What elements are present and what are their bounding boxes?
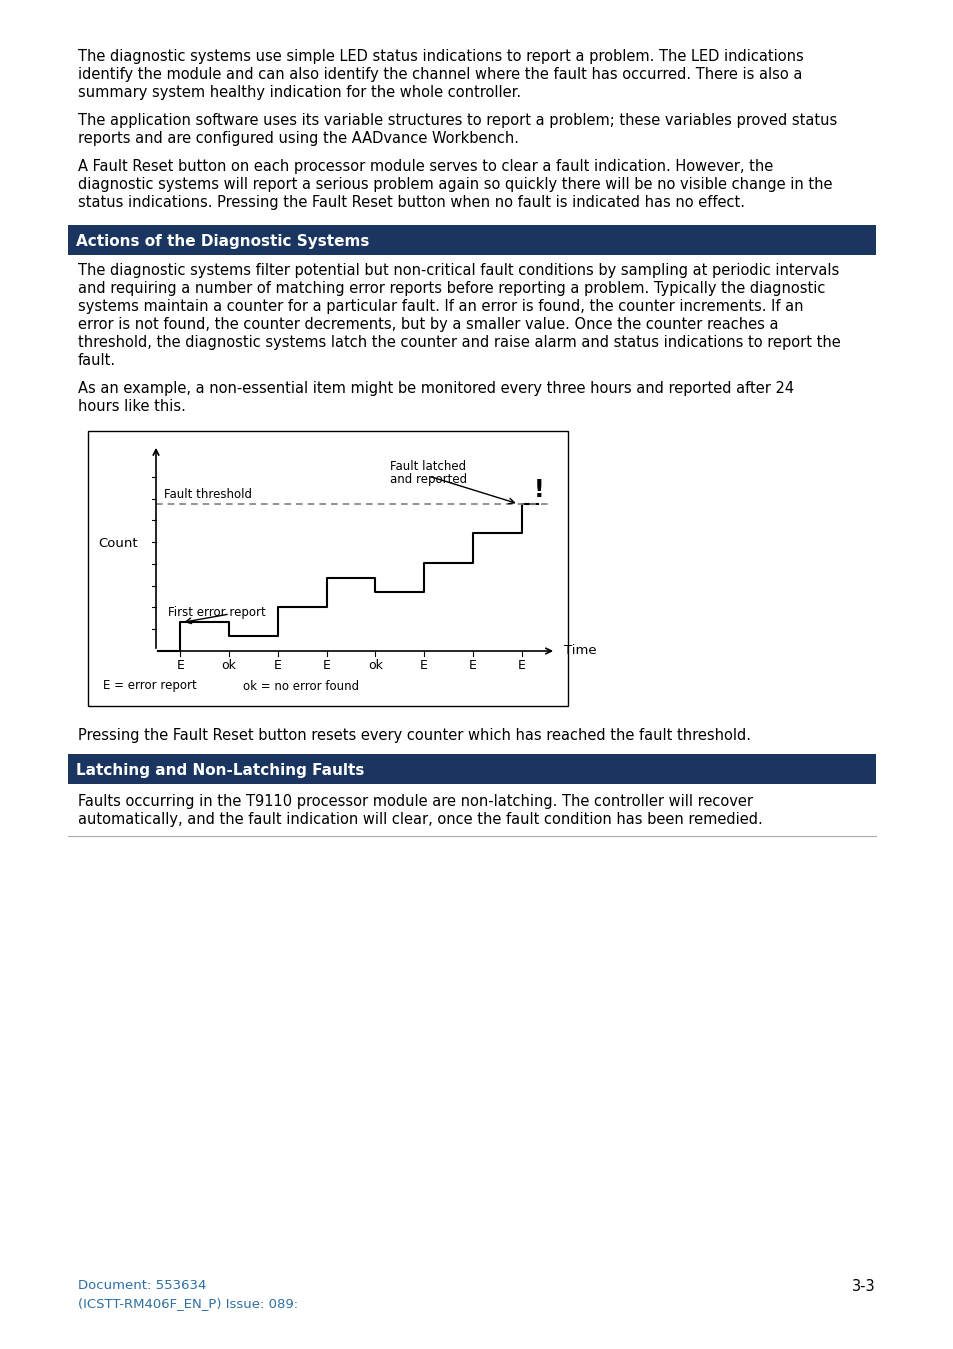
- Text: E: E: [274, 660, 281, 672]
- Text: identify the module and can also identify the channel where the fault has occurr: identify the module and can also identif…: [78, 67, 801, 82]
- FancyBboxPatch shape: [68, 225, 875, 255]
- Text: Latching and Non-Latching Faults: Latching and Non-Latching Faults: [76, 764, 364, 778]
- Text: Fault latched: Fault latched: [390, 460, 466, 473]
- Text: Fault threshold: Fault threshold: [164, 488, 252, 500]
- Text: First error report: First error report: [168, 606, 266, 619]
- Text: The diagnostic systems filter potential but non-critical fault conditions by sam: The diagnostic systems filter potential …: [78, 263, 839, 278]
- Text: summary system healthy indication for the whole controller.: summary system healthy indication for th…: [78, 85, 520, 100]
- Text: Time: Time: [563, 645, 596, 657]
- Text: hours like this.: hours like this.: [78, 399, 186, 414]
- Text: Actions of the Diagnostic Systems: Actions of the Diagnostic Systems: [76, 233, 369, 250]
- Text: As an example, a non-essential item might be monitored every three hours and rep: As an example, a non-essential item migh…: [78, 380, 793, 397]
- Text: E: E: [419, 660, 428, 672]
- Text: (ICSTT-RM406F_EN_P) Issue: 089:: (ICSTT-RM406F_EN_P) Issue: 089:: [78, 1296, 297, 1310]
- Text: fault.: fault.: [78, 353, 116, 368]
- Text: E: E: [517, 660, 525, 672]
- Text: ok: ok: [368, 660, 382, 672]
- FancyBboxPatch shape: [68, 754, 875, 784]
- Text: 3-3: 3-3: [851, 1279, 875, 1294]
- Text: and requiring a number of matching error reports before reporting a problem. Typ: and requiring a number of matching error…: [78, 281, 824, 295]
- Text: error is not found, the counter decrements, but by a smaller value. Once the cou: error is not found, the counter decremen…: [78, 317, 778, 332]
- Text: !: !: [533, 478, 543, 502]
- Text: Faults occurring in the T9110 processor module are non-latching. The controller : Faults occurring in the T9110 processor …: [78, 795, 752, 809]
- Text: A Fault Reset button on each processor module serves to clear a fault indication: A Fault Reset button on each processor m…: [78, 159, 773, 174]
- Text: E: E: [322, 660, 331, 672]
- Text: Count: Count: [98, 537, 137, 549]
- Bar: [88, 430, 567, 706]
- Text: automatically, and the fault indication will clear, once the fault condition has: automatically, and the fault indication …: [78, 812, 762, 827]
- Text: status indications. Pressing the Fault Reset button when no fault is indicated h: status indications. Pressing the Fault R…: [78, 196, 744, 210]
- Text: Document: 553634: Document: 553634: [78, 1279, 206, 1292]
- Text: reports and are configured using the AADvance Workbench.: reports and are configured using the AAD…: [78, 131, 518, 146]
- Text: and reported: and reported: [390, 473, 467, 486]
- Text: ok: ok: [221, 660, 236, 672]
- Text: E = error report: E = error report: [103, 680, 196, 692]
- Text: threshold, the diagnostic systems latch the counter and raise alarm and status i: threshold, the diagnostic systems latch …: [78, 335, 840, 349]
- Text: Pressing the Fault Reset button resets every counter which has reached the fault: Pressing the Fault Reset button resets e…: [78, 728, 750, 743]
- Text: systems maintain a counter for a particular fault. If an error is found, the cou: systems maintain a counter for a particu…: [78, 299, 802, 314]
- Text: E: E: [176, 660, 184, 672]
- Text: The application software uses its variable structures to report a problem; these: The application software uses its variab…: [78, 113, 837, 128]
- Text: E: E: [469, 660, 476, 672]
- Text: The diagnostic systems use simple LED status indications to report a problem. Th: The diagnostic systems use simple LED st…: [78, 49, 803, 63]
- Text: ok = no error found: ok = no error found: [243, 680, 358, 692]
- Text: diagnostic systems will report a serious problem again so quickly there will be : diagnostic systems will report a serious…: [78, 177, 832, 192]
